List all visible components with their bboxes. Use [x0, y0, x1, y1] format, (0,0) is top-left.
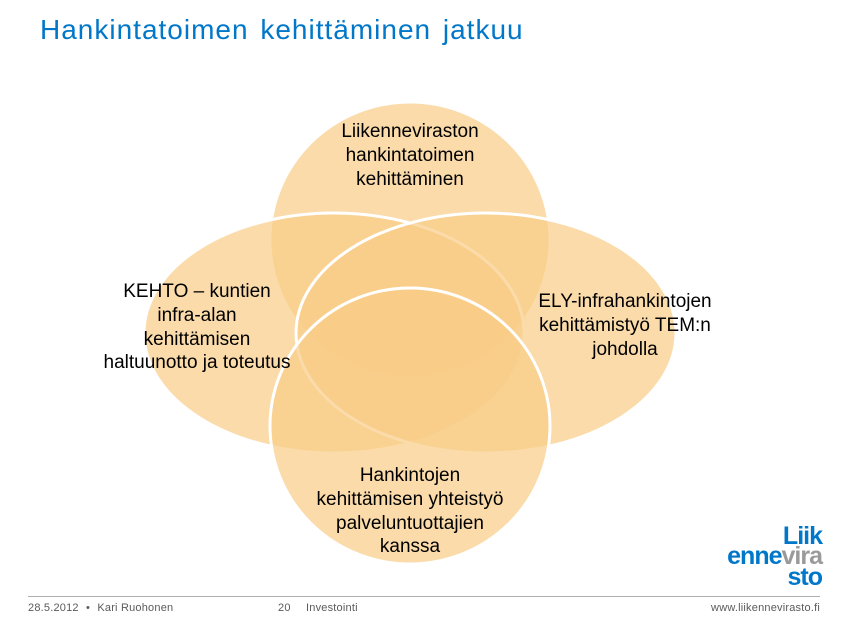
- brand-logo: Liik ennevira sto: [727, 526, 822, 588]
- footer-date: 28.5.2012: [28, 602, 79, 614]
- venn-label-left: KEHTO – kuntien infra-alan kehittämisen …: [102, 280, 292, 375]
- venn-label-right: ELY-infrahankintojen kehittämistyö TEM:n…: [530, 290, 720, 361]
- page-title: Hankintatoimen kehittäminen jatkuu: [40, 14, 524, 46]
- footer-divider: [28, 596, 820, 597]
- venn-label-top: Liikenneviraston hankintatoimen kehittäm…: [305, 120, 515, 191]
- footer-url: www.liikennevirasto.fi: [711, 602, 820, 614]
- footer-page: 20: [278, 602, 291, 614]
- footer-department: Investointi: [306, 602, 358, 614]
- footer-author: Kari Ruohonen: [97, 602, 173, 614]
- footer-date-author: 28.5.2012 • Kari Ruohonen: [28, 602, 173, 614]
- footer-separator: •: [82, 602, 94, 614]
- venn-label-bottom: Hankintojen kehittämisen yhteistyö palve…: [305, 464, 515, 559]
- venn-diagram: Liikenneviraston hankintatoimen kehittäm…: [80, 58, 740, 603]
